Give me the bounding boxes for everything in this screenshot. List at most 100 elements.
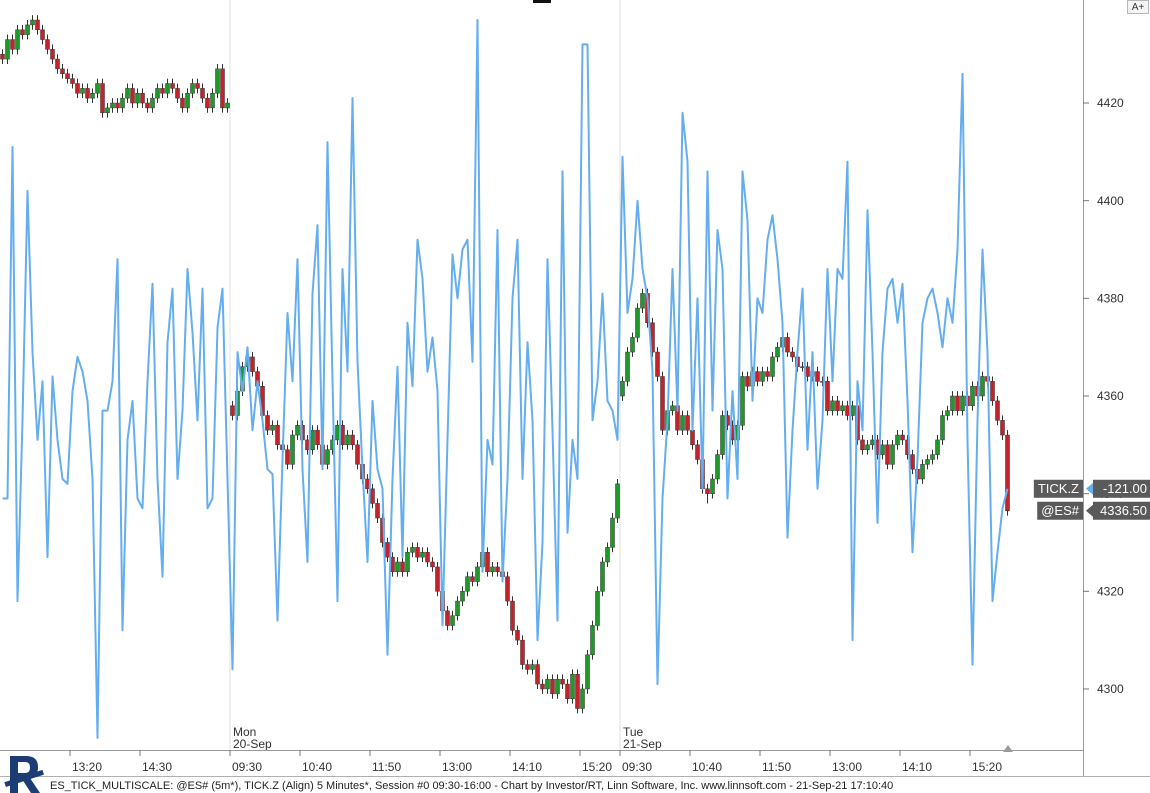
candle-body — [495, 566, 500, 573]
candle-body — [175, 88, 180, 99]
candle-body — [220, 68, 225, 109]
candle-body — [1005, 434, 1010, 511]
logo — [4, 756, 44, 793]
candle-body — [800, 366, 805, 368]
candle-body — [760, 371, 765, 382]
candle-body — [575, 674, 580, 709]
candle-body — [415, 547, 420, 558]
candle-body — [5, 39, 10, 60]
candle-body — [990, 381, 995, 402]
candle-body — [630, 337, 635, 353]
candle-body — [720, 415, 725, 455]
session-date: 20-Sep — [233, 737, 272, 751]
badge-name: @ES# — [1041, 503, 1080, 518]
candle-body — [135, 93, 140, 104]
candle-body — [845, 405, 850, 416]
candle-body — [830, 400, 835, 411]
candle-body — [785, 337, 790, 353]
candle-body — [945, 410, 950, 416]
candle-body — [150, 97, 155, 109]
candle-body — [210, 93, 215, 109]
candle-body — [715, 454, 720, 480]
candle-body — [65, 73, 70, 79]
x-tick-label: 11:50 — [372, 760, 401, 774]
y-tick-label: 4360 — [1097, 389, 1124, 403]
candle-body — [420, 551, 425, 558]
candle-body — [970, 385, 975, 407]
badge-value: -121.00 — [1103, 481, 1147, 496]
candle-body — [115, 102, 120, 109]
candle-body — [815, 371, 820, 382]
candle-body — [75, 83, 80, 94]
y-tick-label: 4300 — [1097, 682, 1124, 696]
tick-line — [2, 19, 1009, 739]
x-tick-label: 14:10 — [902, 760, 932, 774]
top-marker — [533, 0, 551, 3]
candle-body — [655, 351, 660, 377]
candle-body — [950, 395, 955, 411]
candle-body — [250, 356, 255, 372]
end-marker — [1003, 745, 1013, 752]
candle-body — [620, 381, 625, 397]
x-tick-label: 11:50 — [762, 760, 791, 774]
candle-body — [325, 449, 330, 465]
candle-body — [900, 434, 905, 441]
badge-value-box — [1093, 501, 1150, 520]
badge: @ES# 4336.50 — [1037, 501, 1150, 520]
candle-body — [560, 678, 565, 685]
candle-body — [895, 434, 900, 446]
x-tick-label: 15:20 — [582, 760, 612, 774]
candle-body — [835, 400, 840, 411]
font-button-frame[interactable] — [1127, 0, 1149, 14]
candle-body — [95, 83, 100, 94]
candle-body — [40, 29, 45, 40]
candle-body — [170, 83, 175, 89]
candle-body — [450, 615, 455, 626]
candle-body — [445, 610, 450, 626]
candle-body — [120, 97, 125, 109]
x-tick-label: 10:40 — [302, 760, 332, 774]
x-tick-label: 09:30 — [232, 760, 262, 774]
candle-body — [370, 488, 375, 504]
candle-body — [740, 376, 745, 426]
candle-body — [275, 425, 280, 446]
candle-body — [540, 683, 545, 690]
candle-body — [490, 566, 495, 573]
candle-body — [610, 517, 615, 548]
candle-body — [195, 83, 200, 89]
candle-body — [285, 449, 290, 465]
candle-body — [920, 464, 925, 480]
session-day: Mon — [233, 725, 256, 739]
x-tick-label: 13:00 — [442, 760, 472, 774]
candle-body — [0, 53, 5, 60]
candle-body — [125, 88, 130, 99]
candle-body — [290, 434, 295, 465]
candle-body — [185, 93, 190, 109]
font-button[interactable]: A+ — [1127, 0, 1149, 14]
candle-body — [555, 678, 560, 695]
candle-body — [190, 83, 195, 94]
session-date: 21-Sep — [623, 737, 662, 751]
candle-body — [530, 664, 535, 670]
candle-body — [670, 405, 675, 411]
candle-body — [105, 107, 110, 114]
candle-body — [45, 39, 50, 50]
candle-body — [110, 102, 115, 109]
candle-body — [595, 591, 600, 626]
candle-body — [55, 58, 60, 70]
candle-body — [1000, 420, 1005, 436]
candle-body — [100, 83, 105, 114]
candle-body — [85, 88, 90, 99]
candle-body — [485, 551, 490, 573]
candle-body — [890, 444, 895, 465]
candle-body — [200, 88, 205, 99]
font-button-label[interactable]: A+ — [1132, 2, 1145, 13]
candle-body — [460, 591, 465, 602]
candle-body — [295, 425, 300, 436]
candle-body — [685, 415, 690, 431]
candle-body — [775, 346, 780, 358]
x-tick-label: 13:20 — [72, 760, 102, 774]
candle-body — [505, 576, 510, 602]
candle-body — [535, 664, 540, 685]
